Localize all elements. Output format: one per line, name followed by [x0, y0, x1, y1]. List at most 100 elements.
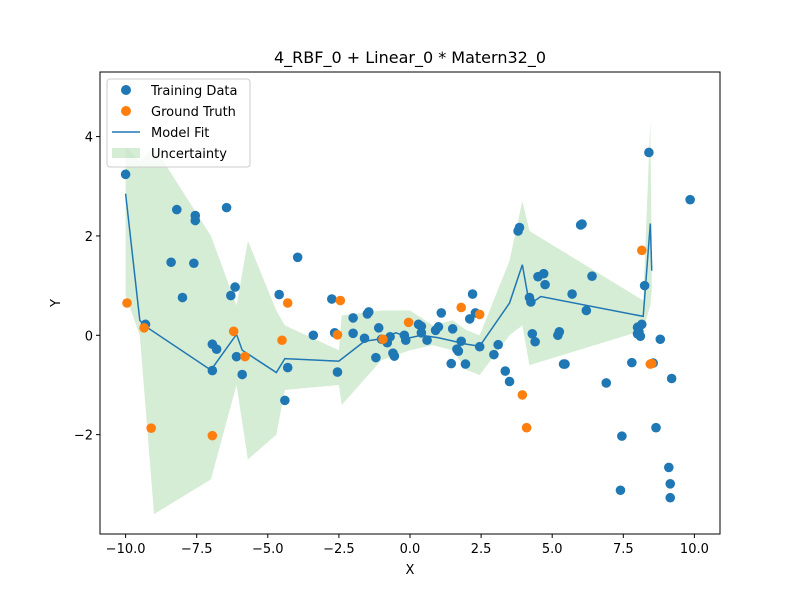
training-data-point	[639, 280, 650, 291]
training-data-point	[371, 352, 381, 363]
x-tick-label: 0.0	[400, 542, 421, 557]
training-data-point	[446, 358, 457, 369]
x-tick-label: −5.0	[252, 542, 284, 557]
ground-truth-point	[335, 295, 346, 306]
ground-truth-point	[240, 351, 250, 362]
training-data-point	[666, 373, 677, 384]
training-data-point	[230, 282, 240, 292]
training-data-point	[359, 333, 370, 344]
ground-truth-point	[282, 298, 293, 308]
legend: Training Data Ground Truth Model Fit Unc…	[106, 78, 251, 168]
training-data-point	[554, 327, 565, 337]
legend-marker-ground-truth	[121, 106, 131, 116]
training-data-point	[560, 359, 570, 369]
training-data-point	[635, 331, 646, 342]
training-data-point	[221, 202, 232, 213]
legend-label-model-fit: Model Fit	[151, 126, 209, 141]
legend-marker-uncertainty	[112, 148, 140, 158]
x-tick-label: 2.5	[471, 542, 492, 557]
ground-truth-point	[332, 329, 343, 340]
training-data-point	[282, 362, 293, 373]
ground-truth-point	[403, 317, 414, 328]
legend-label-training-data: Training Data	[150, 84, 237, 99]
x-tick-label: −7.5	[181, 542, 213, 557]
training-data-point	[120, 169, 131, 180]
training-data-point	[527, 329, 538, 339]
training-data-point	[226, 290, 236, 301]
y-tick-label: 0	[85, 329, 93, 344]
training-data-point	[601, 378, 612, 388]
y-tick-label: 2	[85, 230, 93, 245]
legend-box	[106, 78, 251, 168]
training-data-point	[400, 335, 411, 346]
ground-truth-point	[277, 335, 287, 346]
training-data-point	[171, 204, 182, 215]
ground-truth-point	[517, 390, 528, 400]
training-data-point	[292, 252, 303, 263]
training-data-point	[664, 462, 674, 473]
training-data-point	[514, 222, 525, 233]
training-data-point	[500, 366, 511, 376]
training-data-point	[274, 289, 284, 300]
ground-truth-point	[521, 422, 532, 433]
x-tick-label: −10.0	[106, 542, 146, 557]
training-data-point	[540, 279, 550, 290]
training-data-point	[456, 336, 466, 347]
training-data-point	[567, 289, 577, 299]
plot-area	[99, 71, 721, 535]
training-data-point	[651, 422, 661, 433]
training-data-point	[348, 313, 358, 323]
x-tick-label: 7.5	[613, 542, 634, 557]
x-tick-label: 5.0	[542, 542, 563, 557]
ground-truth-point	[378, 334, 388, 345]
x-tick-label: 10.0	[680, 542, 709, 557]
training-data-point	[665, 479, 676, 489]
x-tick-label: −2.5	[323, 542, 355, 557]
ground-truth-point	[139, 323, 149, 333]
training-data-point	[644, 147, 654, 158]
training-data-point	[665, 492, 676, 503]
training-data-point	[636, 319, 647, 330]
ground-truth-point	[646, 358, 657, 369]
training-data-point	[526, 297, 536, 307]
ground-truth-point	[146, 423, 156, 433]
ground-truth-point	[207, 430, 218, 441]
training-data-point	[416, 328, 427, 338]
training-data-point	[422, 335, 432, 346]
training-data-point	[166, 257, 176, 268]
training-data-point	[177, 292, 188, 303]
training-data-point	[530, 336, 540, 347]
training-data-point	[453, 346, 464, 356]
uncertainty-band-layer	[125, 121, 652, 515]
ground-truth-point	[474, 309, 485, 320]
training-data-point	[467, 289, 478, 299]
training-data-point	[493, 339, 503, 350]
x-axis: −10.0 −7.5 −5.0 −2.5 0.0 2.5 5.0 7.5 10.0	[106, 534, 709, 557]
y-tick-label: −2	[74, 429, 93, 444]
training-data-point	[373, 323, 384, 333]
training-data-point	[433, 322, 444, 332]
training-data-point	[237, 369, 248, 380]
training-data-layer	[120, 147, 695, 503]
training-data-point	[627, 357, 637, 368]
training-data-point	[617, 431, 627, 441]
training-data-point	[685, 194, 695, 205]
chart-title: 4_RBF_0 + Linear_0 * Matern32_0	[274, 48, 546, 68]
training-data-point	[190, 210, 201, 221]
ground-truth-point	[456, 302, 466, 313]
training-data-point	[189, 258, 199, 269]
legend-label-uncertainty: Uncertainty	[151, 147, 227, 162]
x-axis-label: X	[406, 563, 415, 578]
training-data-point	[211, 344, 222, 355]
training-data-point	[389, 351, 400, 361]
training-data-point	[363, 307, 374, 317]
training-data-point	[436, 308, 447, 318]
legend-marker-training-data	[121, 85, 131, 95]
training-data-point	[581, 305, 592, 316]
training-data-point	[231, 351, 242, 362]
training-data-point	[474, 341, 485, 352]
ground-truth-point	[228, 326, 239, 337]
y-axis-label: Y	[49, 299, 64, 308]
legend-label-ground-truth: Ground Truth	[151, 105, 236, 120]
